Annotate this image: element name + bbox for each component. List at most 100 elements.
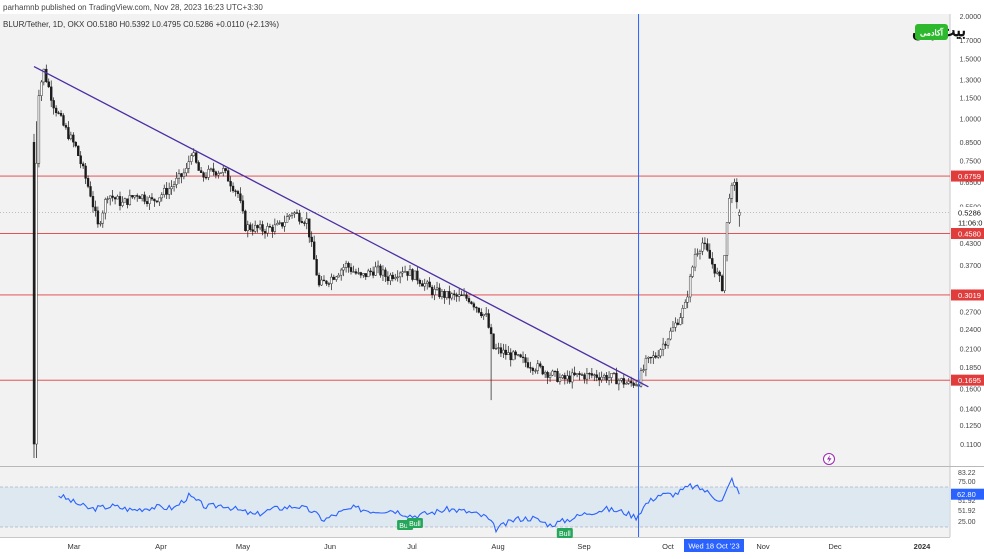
candle [163,184,166,198]
candle-body [502,349,505,354]
candle-body [507,352,510,355]
candle [54,105,58,117]
candle [499,343,503,358]
candle [128,189,132,206]
candle [585,368,589,385]
candle-body [548,374,552,378]
symbol-line: BLUR/Tether, 1D, OKX O0.5180 H0.5392 L0.… [3,20,279,29]
candle-body [288,215,291,217]
candle [123,197,127,203]
candle [187,155,190,174]
candle-body [84,165,87,179]
candle [64,122,68,130]
candle [477,307,480,314]
candle-body [204,176,208,179]
candle [246,220,249,238]
price-axis[interactable] [950,14,984,537]
candle [504,344,508,360]
candle [332,274,335,281]
candle-body [371,271,375,276]
candle [244,209,247,232]
brand-badge [915,24,948,40]
candle-body [598,377,601,381]
time-tick-label: May [236,542,250,551]
candle-body [492,333,495,349]
candle [217,170,220,179]
horizontal-levels [0,175,950,381]
candle [349,263,353,275]
price-tick-label: 0.1850 [960,365,982,372]
candle-body [305,218,308,224]
candle [79,151,82,169]
price-tick-label: 0.2100 [960,347,982,354]
candle [720,274,724,292]
candle [558,373,562,385]
candle [153,198,156,207]
candle [340,267,343,281]
candle [716,267,719,275]
candle-body [494,347,498,350]
candle-body [357,272,360,274]
flash-icon[interactable] [823,453,835,465]
candle [426,279,429,290]
candle-body [187,161,190,169]
candle-body [35,163,38,445]
candle-body [54,107,58,114]
candle-body [335,276,338,280]
candle [342,263,345,277]
candle-body [563,375,566,380]
candle-body [738,212,741,216]
candle [266,222,269,237]
trendline[interactable] [33,65,649,388]
candle [285,212,289,223]
candle-body [681,308,684,318]
candle [364,273,367,280]
candle [480,308,483,319]
candle [89,181,92,198]
candle [600,371,603,383]
candle-body [367,270,370,278]
time-tick-label: 2024 [914,542,932,551]
candle-body [224,168,227,171]
candle-body [81,163,85,167]
rsi-tick-label: 51.92 [958,508,976,515]
candle [148,195,151,211]
candle [571,368,574,389]
price-label-text: 0.3019 [958,291,981,300]
candle [595,369,598,382]
candle-body [588,373,591,375]
candle [202,171,205,182]
candle-body [443,291,446,298]
candle [226,167,230,182]
candle [531,366,535,375]
candle [617,378,621,391]
candle-body [42,68,46,83]
candle [322,275,326,282]
price-pane[interactable] [0,14,950,466]
candle-body [450,293,453,299]
candle-body [499,347,503,354]
candle [639,367,643,388]
candle-body [622,378,625,385]
candle [335,275,338,282]
candle [362,272,365,278]
candle-body [679,317,682,325]
candle-body [182,172,186,177]
candle [143,191,146,205]
candle-body [575,373,579,376]
candle [450,292,453,301]
candle-body [312,241,316,260]
candle-body [688,276,692,298]
candle-body [47,81,50,88]
candle-body [406,271,409,276]
candle-body [475,306,478,309]
candle [536,360,539,375]
candle-body [674,322,677,328]
candle [344,260,348,273]
candle-body [177,173,181,179]
candle-body [283,222,286,227]
candle-body [45,68,48,83]
candle [251,223,254,236]
candle-body [593,374,596,376]
